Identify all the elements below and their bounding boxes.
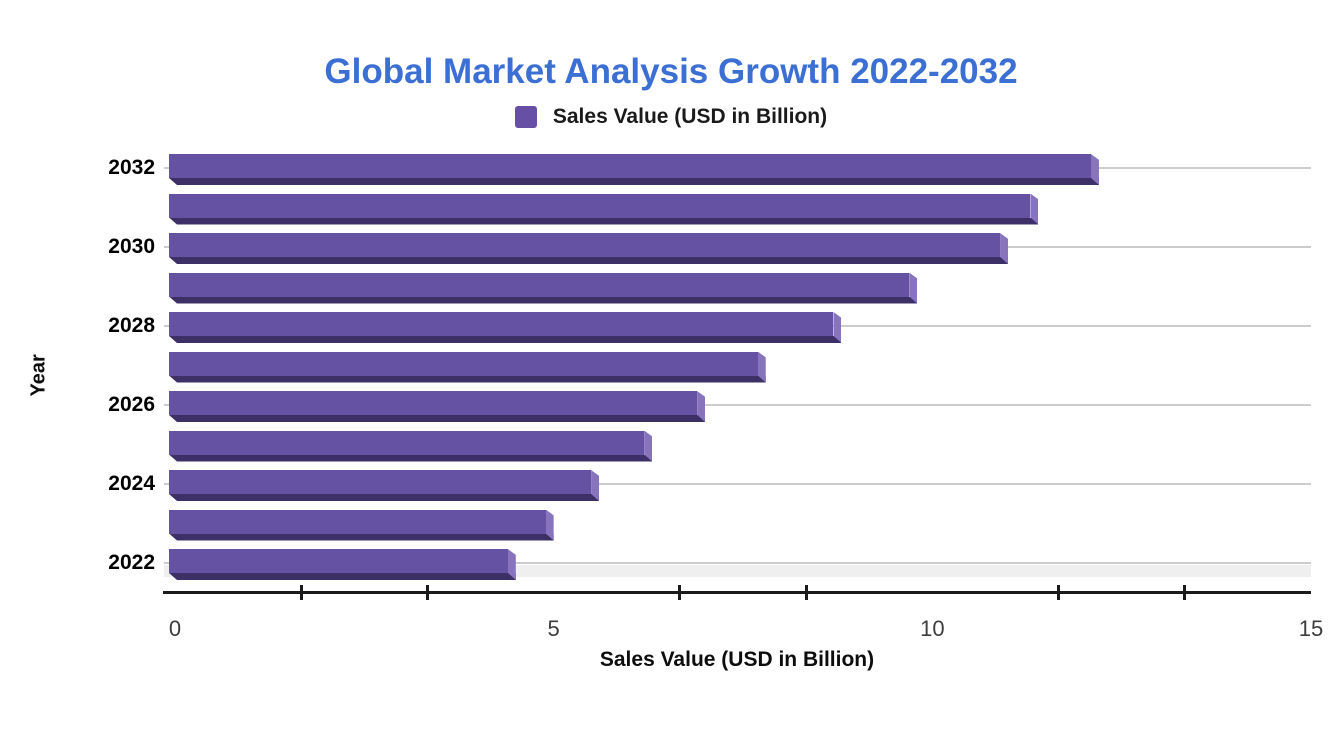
bar-bottom-face-2023 [169,533,554,541]
bar-bottom-face-2031 [169,217,1039,225]
y-axis-label-2028: 2028 [108,314,155,337]
y-axis-label-2032: 2032 [108,156,155,179]
y-axis-label-2030: 2030 [108,235,155,258]
bar-side-face-2027 [757,351,766,383]
chart-title: Global Market Analysis Growth 2022-2032 [324,52,1018,91]
bar-front-face-2027 [169,351,758,376]
bar-side-face-2023 [545,509,554,541]
bar-2027 [169,351,766,383]
bar-bottom-face-2022 [169,573,516,580]
bar-2023 [169,509,554,541]
bar-side-face-2025 [644,430,653,462]
bar-front-face-2031 [169,193,1031,218]
x-axis-minor-tick-5 [1183,585,1187,600]
x-axis-tick-label-15: 15 [1298,616,1324,641]
bar-front-face-2024 [169,470,592,494]
gridline-2022 [164,562,1311,564]
y-axis-label-2022: 2022 [108,551,155,574]
bar-bottom-face-2028 [169,336,842,343]
bar-2024 [169,470,600,501]
bar-side-face-2022 [507,549,516,580]
bar-front-face-2028 [169,312,834,336]
legend: Sales Value (USD in Billion) [0,105,1342,129]
bar-bottom-face-2025 [169,454,653,462]
bar-front-face-2026 [169,391,698,415]
bar-side-face-2024 [591,470,600,501]
bar-bottom-face-2029 [169,296,918,304]
x-axis-title: Sales Value (USD in Billion) [599,648,875,671]
x-axis-minor-tick-2 [678,585,682,600]
x-axis-tick-label-10: 10 [920,616,945,641]
bar-front-face-2022 [169,549,508,573]
x-axis-minor-tick-3 [804,585,808,600]
bar-2030 [169,233,1009,264]
bar-bottom-face-2030 [169,257,1009,264]
bar-side-face-2026 [697,391,706,422]
bar-2032 [169,154,1099,185]
bar-2028 [169,312,842,343]
bar-2025 [169,430,653,462]
x-axis-minor-tick-0 [299,585,303,600]
y-axis-title: Year [27,354,50,397]
bar-2031 [169,193,1039,225]
bar-front-face-2023 [169,509,546,534]
bar-2029 [169,272,918,304]
bar-bottom-face-2027 [169,375,766,383]
legend-swatch-icon [514,106,537,128]
bar-front-face-2025 [169,430,645,455]
bar-side-face-2030 [1000,233,1009,264]
bar-bottom-face-2026 [169,415,706,422]
x-axis-minor-tick-1 [425,585,429,600]
bar-side-face-2028 [833,312,842,343]
gridline-2026 [164,404,1311,406]
y-axis-label-2024: 2024 [108,472,155,495]
bar-2026 [169,391,706,422]
bar-front-face-2029 [169,272,910,297]
bar-front-face-2032 [169,154,1091,178]
bar-bottom-face-2032 [169,178,1099,185]
x-axis-line [163,591,1311,594]
bar-front-face-2030 [169,233,1001,257]
bar-side-face-2029 [909,272,918,304]
gridline-2024 [164,483,1311,485]
bar-2022 [169,549,516,580]
x-axis-minor-tick-4 [1057,585,1061,600]
bar-side-face-2032 [1090,154,1099,185]
bar-side-face-2031 [1030,193,1039,225]
x-axis-tick-label-5: 5 [547,616,560,641]
y-axis-label-2026: 2026 [108,393,155,416]
bar-bottom-face-2024 [169,494,600,501]
legend-label: Sales Value (USD in Billion) [552,105,828,128]
x-axis-tick-label-0: 0 [168,616,182,641]
